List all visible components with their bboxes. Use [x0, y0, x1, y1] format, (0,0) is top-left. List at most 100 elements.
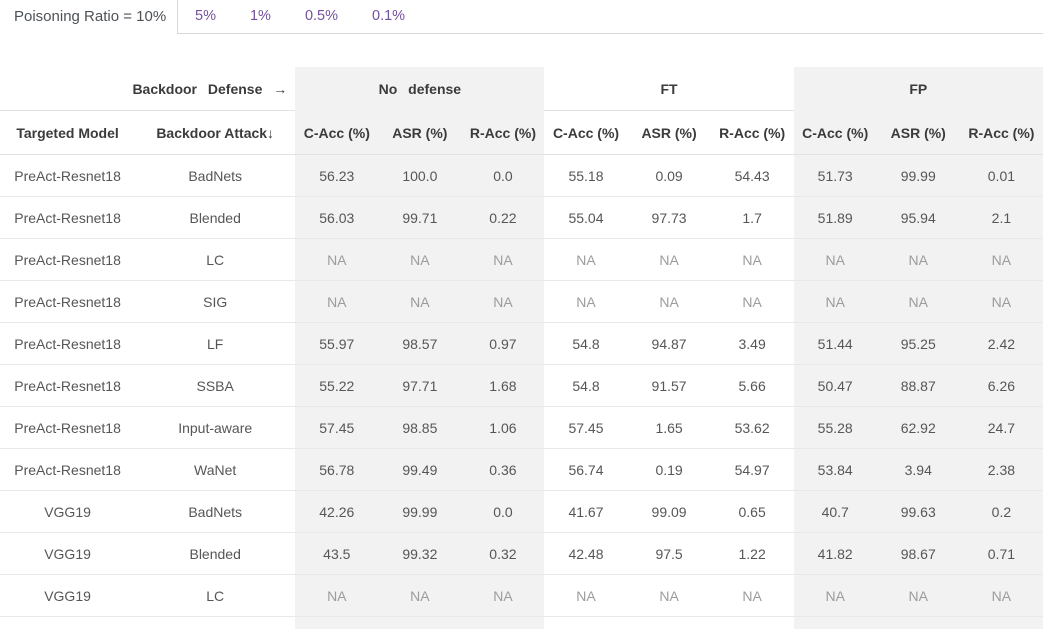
- metric-header-asr: ASR (%): [627, 111, 711, 155]
- value-cell: 41.67: [544, 491, 628, 533]
- targeted-model-header: Targeted Model: [0, 111, 136, 155]
- metric-header-asr: ASR (%): [378, 111, 462, 155]
- value-cell: NA: [710, 281, 794, 323]
- value-cell: 55.04: [544, 197, 628, 239]
- value-cell: NA: [544, 281, 628, 323]
- value-cell: 56.03: [295, 197, 379, 239]
- value-cell: 41.82: [793, 533, 877, 575]
- table-body: PreAct-Resnet18 BadNets 56.23 100.0 0.0 …: [0, 155, 1043, 629]
- value-cell: 95.94: [876, 197, 960, 239]
- group-header-no-defense: No defense: [295, 67, 545, 111]
- model-cell: [0, 617, 135, 629]
- value-cell: 99.99: [876, 155, 960, 197]
- value-cell: 54.8: [544, 365, 628, 407]
- value-cell: 54.43: [710, 155, 794, 197]
- value-cell: NA: [876, 239, 960, 281]
- model-cell: PreAct-Resnet18: [0, 239, 136, 281]
- table-row: PreAct-Resnet18 SIG NA NA NA NA NA NA NA…: [0, 281, 1043, 323]
- value-cell: 98.57: [378, 323, 462, 365]
- model-cell: PreAct-Resnet18: [0, 281, 136, 323]
- value-cell: 0.01: [959, 155, 1043, 197]
- value-cell: 51.44: [793, 323, 877, 365]
- value-cell: NA: [461, 575, 545, 617]
- value-cell: NA: [959, 239, 1043, 281]
- metric-header-cacc: C-Acc (%): [295, 111, 379, 155]
- value-cell: 55.97: [295, 323, 379, 365]
- value-cell: 2.42: [959, 323, 1043, 365]
- metric-header-cacc: C-Acc (%): [793, 111, 877, 155]
- metric-header-row: Targeted Model Backdoor Attack↓ C-Acc (%…: [0, 111, 1043, 155]
- value-cell: 53.84: [793, 449, 877, 491]
- value-cell: 3.49: [710, 323, 794, 365]
- tab-0-5-percent[interactable]: 0.5%: [304, 8, 338, 24]
- value-cell: 0.22: [461, 197, 545, 239]
- tab-links: 5% 1% 0.5% 0.1%: [178, 0, 1043, 34]
- value-cell: 54.8: [544, 323, 628, 365]
- value-cell: 2.1: [959, 197, 1043, 239]
- value-cell: [378, 617, 462, 629]
- value-cell: 51.73: [793, 155, 877, 197]
- value-cell: NA: [461, 239, 545, 281]
- attack-cell: LC: [135, 575, 296, 617]
- attack-cell: BadNets: [135, 491, 296, 533]
- value-cell: NA: [793, 239, 877, 281]
- value-cell: 55.18: [544, 155, 628, 197]
- value-cell: [711, 617, 794, 629]
- value-cell: 55.22: [295, 365, 379, 407]
- value-cell: NA: [544, 239, 628, 281]
- attack-cell: Input-aware: [135, 407, 296, 449]
- value-cell: NA: [627, 239, 711, 281]
- value-cell: [876, 617, 960, 629]
- tab-poisoning-ratio-10-active[interactable]: Poisoning Ratio = 10%: [0, 0, 178, 34]
- value-cell: 98.67: [876, 533, 960, 575]
- table-row: PreAct-Resnet18 Input-aware 57.45 98.85 …: [0, 407, 1043, 449]
- value-cell: 42.48: [544, 533, 628, 575]
- value-cell: 99.09: [627, 491, 711, 533]
- table-row: PreAct-Resnet18 LF 55.97 98.57 0.97 54.8…: [0, 323, 1043, 365]
- value-cell: 99.71: [378, 197, 462, 239]
- value-cell: NA: [295, 281, 379, 323]
- value-cell: 1.06: [461, 407, 545, 449]
- tab-5-percent[interactable]: 5%: [195, 8, 216, 24]
- model-cell: PreAct-Resnet18: [0, 197, 136, 239]
- value-cell: 6.26: [959, 365, 1043, 407]
- value-cell: 55.28: [793, 407, 877, 449]
- attack-cell: SIG: [135, 281, 296, 323]
- value-cell: 98.85: [378, 407, 462, 449]
- value-cell: 0.09: [627, 155, 711, 197]
- table-row: [0, 617, 1043, 629]
- value-cell: 0.71: [959, 533, 1043, 575]
- value-cell: 1.7: [710, 197, 794, 239]
- value-cell: [793, 617, 877, 629]
- tab-1-percent[interactable]: 1%: [249, 8, 271, 24]
- value-cell: 97.71: [378, 365, 462, 407]
- value-cell: 51.89: [793, 197, 877, 239]
- attack-cell: SSBA: [135, 365, 296, 407]
- value-cell: 94.87: [627, 323, 711, 365]
- value-cell: 88.87: [876, 365, 960, 407]
- tab-0-1-percent[interactable]: 0.1%: [372, 8, 406, 24]
- value-cell: NA: [461, 281, 545, 323]
- value-cell: 24.7: [959, 407, 1043, 449]
- value-cell: NA: [959, 281, 1043, 323]
- backdoor-attack-header: Backdoor Attack↓: [135, 111, 296, 155]
- value-cell: 0.32: [461, 533, 545, 575]
- metric-header-cacc: C-Acc (%): [544, 111, 628, 155]
- table-row: PreAct-Resnet18 WaNet 56.78 99.49 0.36 5…: [0, 449, 1043, 491]
- value-cell: 43.5: [295, 533, 379, 575]
- value-cell: 99.63: [876, 491, 960, 533]
- attack-cell: WaNet: [135, 449, 296, 491]
- value-cell: NA: [710, 575, 794, 617]
- value-cell: 0.36: [461, 449, 545, 491]
- model-cell: VGG19: [0, 533, 136, 575]
- value-cell: 0.2: [959, 491, 1043, 533]
- group-header-row: Backdoor Defense → No defense FT FP: [0, 67, 1043, 111]
- table-row: PreAct-Resnet18 SSBA 55.22 97.71 1.68 54…: [0, 365, 1043, 407]
- table-row: VGG19 Blended 43.5 99.32 0.32 42.48 97.5…: [0, 533, 1043, 575]
- metric-header-racc: R-Acc (%): [461, 111, 545, 155]
- value-cell: 57.45: [295, 407, 379, 449]
- group-header-ft: FT: [544, 67, 794, 111]
- value-cell: NA: [876, 575, 960, 617]
- model-cell: PreAct-Resnet18: [0, 323, 136, 365]
